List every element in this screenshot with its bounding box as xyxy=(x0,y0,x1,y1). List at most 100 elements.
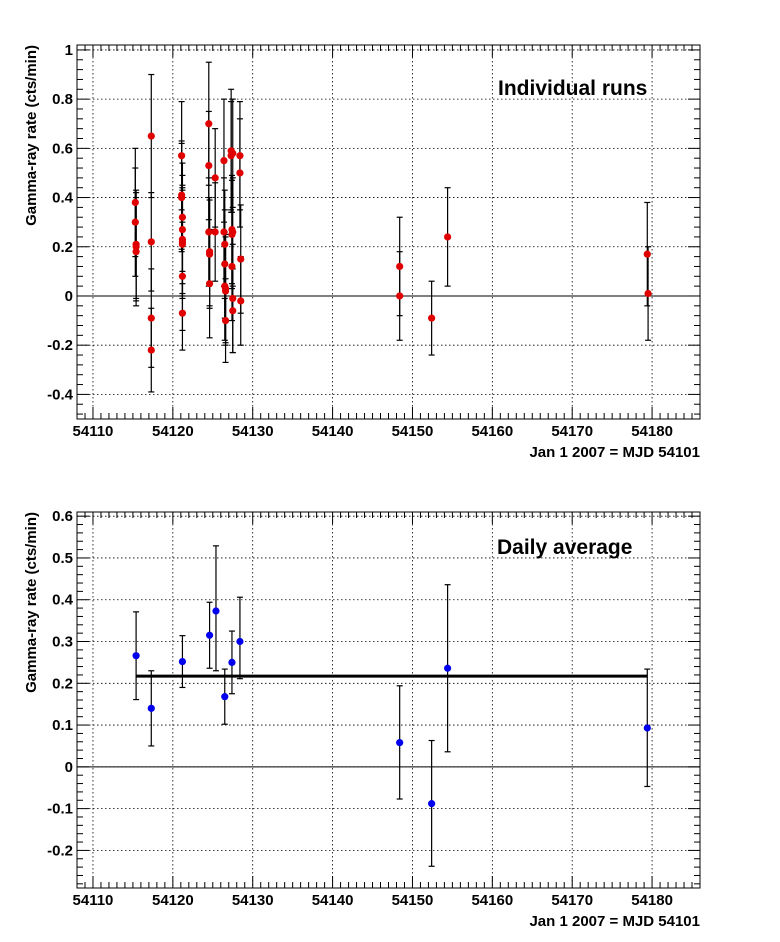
data-point xyxy=(178,240,187,248)
data-point xyxy=(229,294,237,303)
data-point xyxy=(236,152,244,160)
data-point xyxy=(237,255,245,263)
data-point xyxy=(212,607,220,615)
panel-daily-average: 54110 54120 54130 54140 54150 54160 54170 54180… xyxy=(23,508,701,930)
y-tick-label: 0.3 xyxy=(52,634,73,651)
x-tick-label: 54170 xyxy=(551,423,593,440)
data-point xyxy=(178,152,186,160)
data-point xyxy=(643,250,651,258)
data-point xyxy=(643,724,651,732)
y-tick-label: 0.2 xyxy=(52,239,73,256)
data-point xyxy=(221,260,229,268)
panel-title: Individual runs xyxy=(498,77,647,100)
data-point xyxy=(147,238,155,246)
grid xyxy=(77,512,700,888)
y-tick-label: -0.2 xyxy=(47,842,73,859)
x-tick-label: 54150 xyxy=(392,892,434,909)
data-point xyxy=(211,228,219,236)
y-axis-title: Gamma-ray rate (cts/min) xyxy=(23,512,40,693)
x-tick-label: 54130 xyxy=(232,423,274,440)
y-axis-title: Gamma-ray rate (cts/min) xyxy=(23,45,40,226)
x-tick-label: 54180 xyxy=(631,892,673,909)
data-point xyxy=(132,652,140,660)
data-point xyxy=(444,233,452,241)
data-point xyxy=(178,272,187,280)
data-point xyxy=(229,228,237,236)
x-tick-label: 54150 xyxy=(392,423,434,440)
x-tick-label: 54120 xyxy=(152,892,194,909)
y-tick-label: 0.5 xyxy=(52,550,73,567)
x-tick-label: 54160 xyxy=(471,423,513,440)
y-tick-label: 0.4 xyxy=(52,592,74,609)
x-tick-label: 54140 xyxy=(312,423,354,440)
data-point xyxy=(147,314,155,322)
data-point xyxy=(147,132,155,140)
data-point xyxy=(236,169,244,177)
panel-individual-runs: 54110 54120 54130 54140 54150 54160 54170 54180… xyxy=(23,42,701,461)
data-point xyxy=(236,637,244,646)
y-tick-label: -0.4 xyxy=(47,386,74,403)
data-point xyxy=(228,658,236,667)
data-point xyxy=(205,250,214,258)
data-point xyxy=(131,218,139,226)
data-point xyxy=(211,174,219,182)
data-point xyxy=(131,198,139,207)
data-point xyxy=(396,292,404,300)
data-point xyxy=(396,262,404,271)
data-point xyxy=(178,193,186,202)
data-point xyxy=(221,316,230,325)
data-point xyxy=(644,289,652,298)
data-point xyxy=(428,800,436,808)
data-markers xyxy=(131,120,652,354)
x-axis-title: Jan 1 2007 = MJD 54101 xyxy=(529,913,700,930)
data-point xyxy=(220,157,228,165)
data-markers xyxy=(132,607,651,808)
y-tick-label: 0.6 xyxy=(52,508,73,525)
data-point xyxy=(221,693,229,701)
data-point xyxy=(237,297,245,305)
y-tick-label: 0 xyxy=(65,288,73,305)
x-tick-label: 54170 xyxy=(551,892,593,909)
y-tick-label: -0.2 xyxy=(47,337,73,354)
data-point xyxy=(229,307,237,315)
axis-ticks xyxy=(76,45,701,419)
x-tick-label: 54160 xyxy=(471,892,513,909)
x-tick-label: 54130 xyxy=(232,892,274,909)
panel-title: Daily average xyxy=(497,536,632,559)
data-point xyxy=(221,240,229,248)
x-tick-label: 54180 xyxy=(631,423,673,440)
data-point xyxy=(205,228,213,236)
axis-ticks xyxy=(76,512,701,888)
tick-labels: 54110 54120 54130 54140 54150 54160 54170 54180… xyxy=(47,508,673,909)
data-point xyxy=(428,314,436,322)
x-tick-label: 54110 xyxy=(73,423,114,440)
x-tick-label: 54110 xyxy=(73,892,114,909)
data-point xyxy=(205,280,214,288)
data-point xyxy=(147,346,155,354)
y-tick-label: 0.8 xyxy=(52,91,73,108)
data-point xyxy=(205,631,214,639)
data-point xyxy=(228,262,236,271)
data-point xyxy=(205,161,213,170)
data-point xyxy=(396,739,404,747)
data-point xyxy=(220,228,228,236)
tick-labels: 54110 54120 54130 54140 54150 54160 54170 54180… xyxy=(47,42,673,440)
y-tick-label: 1 xyxy=(65,42,73,59)
x-tick-label: 54140 xyxy=(312,892,354,909)
x-tick-label: 54120 xyxy=(152,423,194,440)
data-point xyxy=(444,664,452,672)
data-point xyxy=(132,248,140,256)
y-tick-label: 0.6 xyxy=(52,140,73,157)
data-point xyxy=(205,120,213,128)
y-tick-label: 0.1 xyxy=(52,717,73,734)
data-point xyxy=(178,309,187,317)
y-tick-label: 0.2 xyxy=(52,675,73,692)
data-point xyxy=(178,213,187,221)
y-tick-label: -0.1 xyxy=(47,801,73,818)
y-tick-label: 0 xyxy=(65,759,73,776)
data-point xyxy=(178,657,187,666)
data-point xyxy=(221,287,230,295)
